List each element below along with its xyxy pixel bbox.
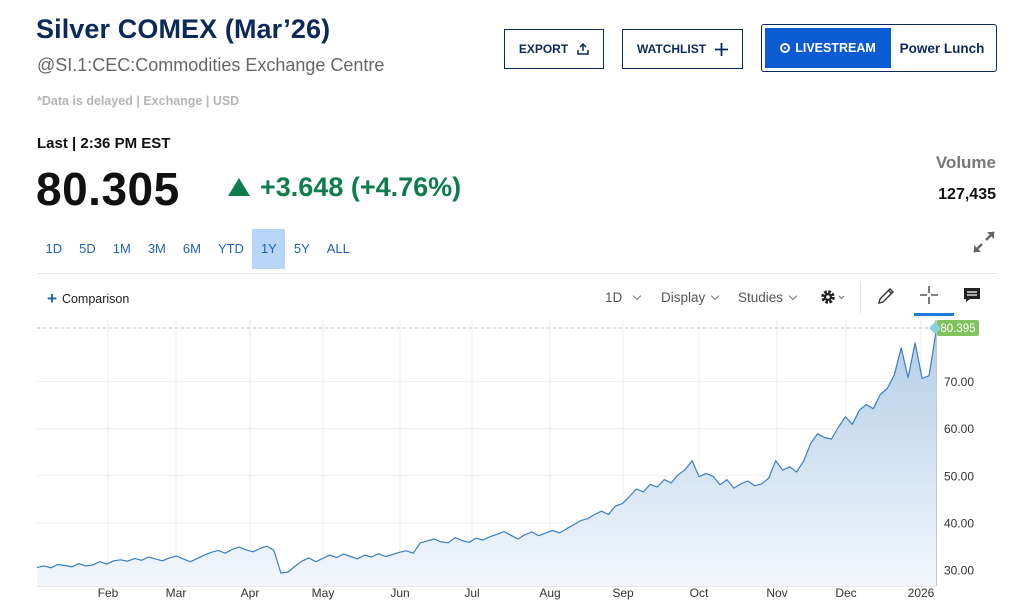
price-tag-bg: [937, 320, 979, 336]
price-change-value: +3.648 (+4.76%): [260, 172, 462, 202]
x-tick-label: Jun: [390, 586, 409, 600]
x-tick-label: Mar: [166, 586, 187, 600]
range-1m[interactable]: 1M: [112, 241, 131, 256]
y-tick-label: 50.00: [944, 469, 974, 483]
last-time: Last | 2:36 PM EST: [37, 135, 171, 152]
plus-icon: +: [47, 289, 57, 308]
range-selector: 1D 5D 1M 3M 6M YTD 1Y 5Y ALL: [37, 229, 358, 269]
y-tick-label: 70.00: [944, 375, 974, 389]
watchlist-label: WATCHLIST: [636, 42, 707, 56]
expand-icon[interactable]: [971, 229, 997, 255]
studies-label: Studies: [738, 290, 784, 305]
up-arrow-icon: [228, 177, 250, 196]
range-3m[interactable]: 3M: [147, 241, 166, 256]
display-menu[interactable]: Display: [661, 290, 720, 305]
export-button[interactable]: EXPORT: [504, 29, 604, 69]
price-line: [36, 332, 937, 574]
interval-label: 1D: [605, 290, 623, 305]
draw-tool-button[interactable]: [876, 286, 896, 311]
comparison-label: Comparison: [61, 292, 130, 306]
range-5d[interactable]: 5D: [79, 241, 96, 256]
range-6m[interactable]: 6M: [182, 241, 201, 256]
x-tick-label: May: [312, 586, 335, 600]
live-radio-icon: [780, 43, 791, 53]
chart-series: [36, 332, 937, 586]
x-tick-label: Aug: [539, 586, 560, 600]
price-tag-group: 80.395: [37, 320, 979, 336]
comparison-button[interactable]: + Comparison: [47, 289, 130, 308]
price-tag-marker: [929, 322, 941, 334]
x-tick-label: Feb: [98, 586, 119, 600]
last-price: 80.305: [36, 163, 180, 215]
area-fill: [37, 332, 936, 586]
active-tool-indicator: [914, 313, 954, 316]
volume-value: 127,435: [938, 186, 996, 203]
x-tick-label: Sep: [612, 586, 634, 600]
export-label: EXPORT: [518, 42, 569, 56]
x-tick-label: Apr: [241, 586, 260, 600]
toolbar-separator: [860, 283, 861, 313]
livestream-show: Power Lunch: [899, 40, 985, 56]
annotation-tool-button[interactable]: [962, 286, 982, 309]
interval-select[interactable]: 1D: [605, 290, 642, 305]
x-tick-label: Oct: [690, 586, 709, 600]
pencil-icon: [878, 288, 894, 304]
livestream-label: LIVESTREAM: [795, 41, 876, 55]
y-tick-label: 40.00: [944, 516, 974, 530]
range-all[interactable]: ALL: [326, 241, 350, 256]
y-tick-label: 30.00: [944, 564, 974, 578]
range-1y[interactable]: 1Y: [252, 229, 286, 269]
y-tick-label: 60.00: [944, 422, 974, 436]
display-label: Display: [661, 290, 706, 305]
crosshair-tool-button[interactable]: [919, 285, 939, 310]
price-change: +3.648 (+4.76%): [228, 172, 461, 203]
x-tick-label: Dec: [835, 586, 856, 600]
range-1d[interactable]: 1D: [45, 241, 63, 256]
x-tick-label: 2026: [908, 586, 935, 600]
crosshair-icon: [920, 286, 938, 304]
range-ytd[interactable]: YTD: [217, 241, 244, 256]
livestream-tag: LIVESTREAM: [765, 28, 891, 68]
x-tick-label: Nov: [766, 586, 787, 600]
settings-menu[interactable]: [820, 288, 848, 311]
delayed-note: *Data is delayed | Exchange | USD: [37, 94, 240, 108]
range-5y[interactable]: 5Y: [293, 241, 310, 256]
y-axis: 30.00 40.00 50.00 60.00 70.00: [944, 375, 974, 578]
comment-icon: [964, 288, 980, 302]
symbol-line: @SI.1:CEC:Commodities Exchange Centre: [37, 55, 385, 75]
x-tick-label: Jul: [464, 586, 479, 600]
livestream-button[interactable]: LIVESTREAM Power Lunch: [761, 24, 997, 72]
page-title: Silver COMEX (Mar’26): [36, 14, 331, 44]
price-tag-label: 80.395: [940, 323, 975, 335]
plus-icon: [715, 42, 729, 56]
gear-icon: [821, 290, 845, 304]
watchlist-button[interactable]: WATCHLIST: [622, 29, 743, 69]
toolbar-divider: [37, 273, 997, 274]
x-axis: Feb Mar Apr May Jun Jul Aug Sep Oct Nov Dec 2026: [98, 586, 935, 600]
export-icon: [577, 43, 589, 55]
volume-label: Volume: [935, 153, 996, 172]
studies-menu[interactable]: Studies: [738, 290, 798, 305]
